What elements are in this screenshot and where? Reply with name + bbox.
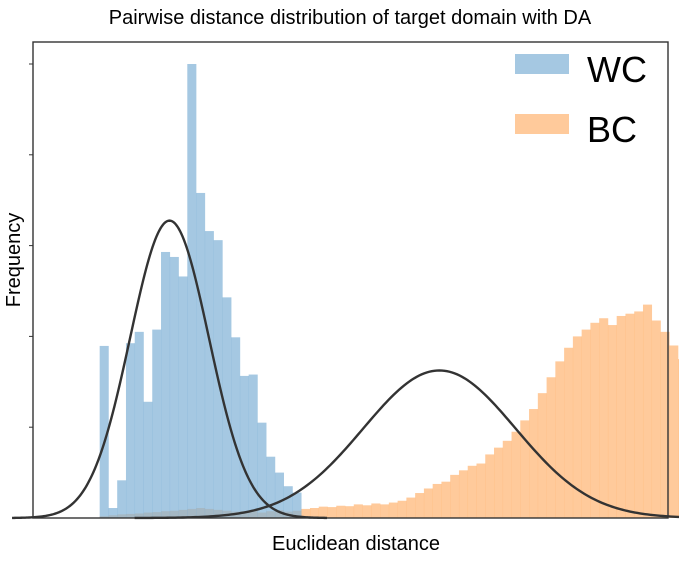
legend-label-bc: BC	[587, 109, 637, 150]
histogram-bar-bc	[625, 313, 635, 518]
histogram-bar-wc	[117, 480, 127, 518]
histogram-bar-bc	[406, 497, 416, 518]
histogram-bar-bc	[572, 336, 582, 518]
histogram-bar-bc	[441, 481, 451, 518]
histogram-bar-bc	[336, 505, 346, 518]
legend-label-wc: WC	[587, 49, 647, 90]
histogram-bar-wc	[222, 297, 232, 518]
histogram-bar-bc	[537, 393, 547, 518]
histogram-bar-wc	[266, 456, 276, 518]
histogram-bar-bc	[669, 345, 679, 518]
fit-curve-wc	[12, 219, 328, 520]
histogram-bar-wc	[204, 231, 214, 518]
histogram-bar-wc	[143, 401, 153, 518]
histogram-bar-bc	[318, 506, 328, 518]
legend-swatch-bc	[515, 114, 569, 134]
chart-title: Pairwise distance distribution of target…	[109, 7, 592, 29]
histogram-bar-wc	[274, 472, 284, 518]
y-axis-label: Frequency	[3, 213, 25, 308]
histogram-bar-wc	[292, 492, 302, 518]
histogram-bar-bc	[599, 318, 609, 518]
histogram-bar-bc	[345, 506, 355, 518]
histogram-bar-bc	[301, 508, 311, 518]
histogram-bar-bc	[309, 508, 320, 518]
histogram-bar-wc	[178, 276, 188, 518]
histogram-bar-bc	[432, 483, 442, 518]
histogram-bar-bc	[458, 470, 469, 518]
histogram-bar-bc	[327, 507, 337, 518]
histogram-bar-bc	[546, 377, 556, 518]
histogram-bar-wc	[169, 256, 179, 518]
histogram-bar-wc	[187, 64, 197, 518]
histogram-bar-wc	[257, 422, 267, 518]
histogram-bar-bc	[415, 493, 425, 518]
gaussian-fit-curves	[12, 219, 679, 520]
histogram-bar-wc	[134, 331, 144, 518]
histogram-bar-bc	[660, 331, 670, 518]
histogram-bar-wc	[125, 343, 136, 518]
histogram-bar-bc	[520, 420, 530, 518]
histogram-bar-wc	[248, 374, 258, 518]
histogram-bar-bc	[362, 505, 372, 518]
histogram-bar-bc	[581, 329, 591, 518]
x-axis-label: Euclidean distance	[272, 533, 440, 555]
histogram-bar-bc	[494, 447, 504, 518]
histogram-bar-wc	[231, 337, 241, 518]
histogram-bar-wc	[99, 345, 109, 518]
histogram-bar-wc	[239, 375, 249, 518]
histogram-bars	[99, 64, 679, 518]
histogram-bar-wc	[161, 251, 171, 518]
histogram-bar-bc	[651, 320, 661, 518]
histogram-bar-bc	[388, 502, 398, 518]
histogram-bar-wc	[108, 508, 118, 518]
histogram-bar-bc	[467, 465, 477, 518]
histogram-bar-bc	[485, 454, 495, 518]
histogram-bar-wc	[196, 192, 206, 518]
histogram-bar-bc	[607, 325, 617, 518]
histogram-bar-bc	[371, 503, 381, 518]
plot-frame	[32, 41, 669, 519]
histogram-bar-bc	[529, 409, 539, 518]
histogram-bar-bc	[555, 361, 565, 518]
legend: WC BC	[515, 49, 647, 150]
y-axis-ticks	[29, 63, 33, 428]
histogram-bar-bc	[502, 440, 512, 518]
histogram-bar-bc	[642, 304, 653, 518]
histogram-bar-bc	[423, 488, 433, 518]
histogram-bar-wc	[283, 486, 293, 518]
legend-swatch-wc	[515, 54, 569, 74]
histogram-bar-wc	[152, 329, 162, 518]
histogram-bar-bc	[476, 463, 486, 518]
histogram-bar-bc	[590, 322, 600, 518]
fit-curve-bc	[134, 369, 679, 520]
histogram-bar-bc	[450, 474, 460, 518]
histogram-bar-bc	[397, 500, 407, 518]
histogram-bar-bc	[380, 504, 390, 518]
histogram-bar-bc	[353, 504, 363, 518]
histogram-bar-bc	[511, 431, 521, 518]
histogram-bar-bc	[616, 315, 626, 518]
histogram-bar-bc	[564, 347, 574, 518]
histogram-bar-bc	[634, 311, 644, 518]
